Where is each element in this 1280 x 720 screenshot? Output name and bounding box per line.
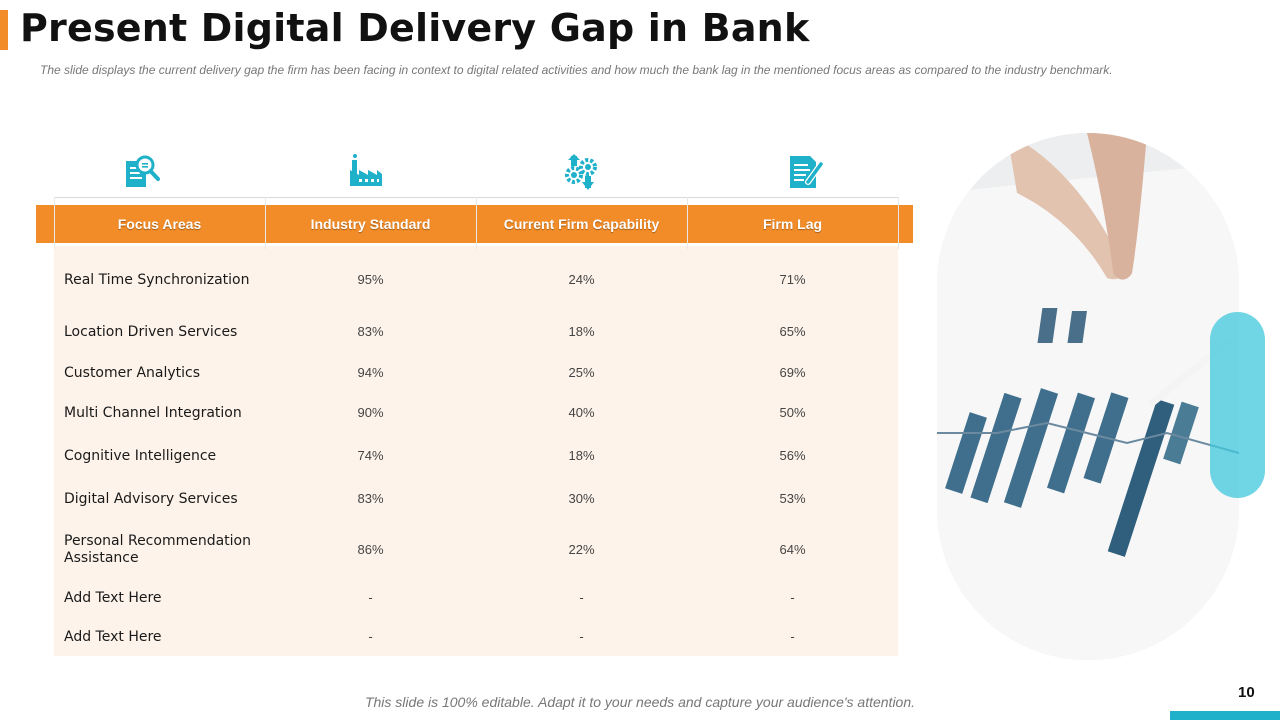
cell-firm-lag: 71%: [779, 272, 806, 287]
cell-industry-standard: 90%: [357, 405, 384, 420]
header-divider: [476, 197, 477, 249]
cell-firm-capability: 22%: [568, 542, 595, 557]
analysis-icon: [122, 152, 162, 192]
gears-icon: [561, 152, 601, 192]
cell-firm-lag: -: [790, 629, 795, 644]
cell-industry-standard: -: [368, 590, 373, 605]
table-body: [54, 246, 898, 656]
cell-firm-capability: 18%: [568, 448, 595, 463]
cell-focus-area: Digital Advisory Services: [64, 491, 238, 507]
cell-firm-lag: 64%: [779, 542, 806, 557]
cell-firm-lag: 53%: [779, 491, 806, 506]
title-accent-bar: [0, 10, 8, 50]
cell-focus-area: Real Time Synchronization: [64, 272, 250, 288]
report-photo: [937, 133, 1239, 660]
column-icons: [54, 152, 898, 192]
cell-firm-capability: -: [579, 629, 584, 644]
header-firm-lag: Firm Lag: [762, 216, 823, 232]
header-focus-areas: Focus Areas: [117, 216, 202, 232]
header-divider: [265, 197, 266, 249]
cell-firm-lag: 65%: [779, 324, 806, 339]
cell-industry-standard: 83%: [357, 324, 384, 339]
cell-focus-area: Add Text Here: [64, 590, 162, 606]
cell-focus-area: Add Text Here: [64, 629, 162, 645]
header-industry-standard: Industry Standard: [310, 216, 431, 232]
cell-firm-capability: -: [579, 590, 584, 605]
header-divider: [687, 197, 688, 249]
factory-icon: [346, 152, 386, 192]
header-divider: [898, 197, 899, 249]
cell-focus-area: Multi Channel Integration: [64, 405, 242, 421]
header-current-firm-capability: Current Firm Capability: [503, 216, 660, 232]
cell-firm-lag: -: [790, 590, 795, 605]
accent-pill: [1210, 312, 1265, 498]
cell-firm-capability: 18%: [568, 324, 595, 339]
edit-document-icon: [786, 152, 826, 192]
cell-focus-area: Personal Recommendation Assistance: [64, 533, 251, 566]
cell-focus-area: Cognitive Intelligence: [64, 448, 217, 464]
cell-firm-lag: 56%: [779, 448, 806, 463]
page-number: 10: [1238, 684, 1255, 701]
footer-note: This slide is 100% editable. Adapt it to…: [364, 694, 916, 710]
table-header: Focus Areas Industry Standard Current Fi…: [36, 197, 913, 249]
cell-industry-standard: 94%: [357, 365, 384, 380]
cell-firm-capability: 40%: [568, 405, 595, 420]
cell-firm-capability: 25%: [568, 365, 595, 380]
cell-focus-area: Customer Analytics: [64, 365, 201, 381]
page-subtitle: The slide displays the current delivery …: [40, 63, 1113, 77]
corner-accent-bar: [1170, 711, 1280, 720]
cell-firm-lag: 50%: [779, 405, 806, 420]
cell-industry-standard: 83%: [357, 491, 384, 506]
cell-firm-capability: 24%: [568, 272, 595, 287]
cell-industry-standard: 95%: [357, 272, 384, 287]
cell-industry-standard: -: [368, 629, 373, 644]
cell-focus-area: Location Driven Services: [64, 324, 238, 340]
header-divider: [54, 197, 55, 249]
page-title: Present Digital Delivery Gap in Bank: [20, 6, 810, 50]
cell-industry-standard: 74%: [357, 448, 384, 463]
cell-firm-lag: 69%: [779, 365, 806, 380]
cell-industry-standard: 86%: [357, 542, 384, 557]
cell-firm-capability: 30%: [568, 491, 595, 506]
